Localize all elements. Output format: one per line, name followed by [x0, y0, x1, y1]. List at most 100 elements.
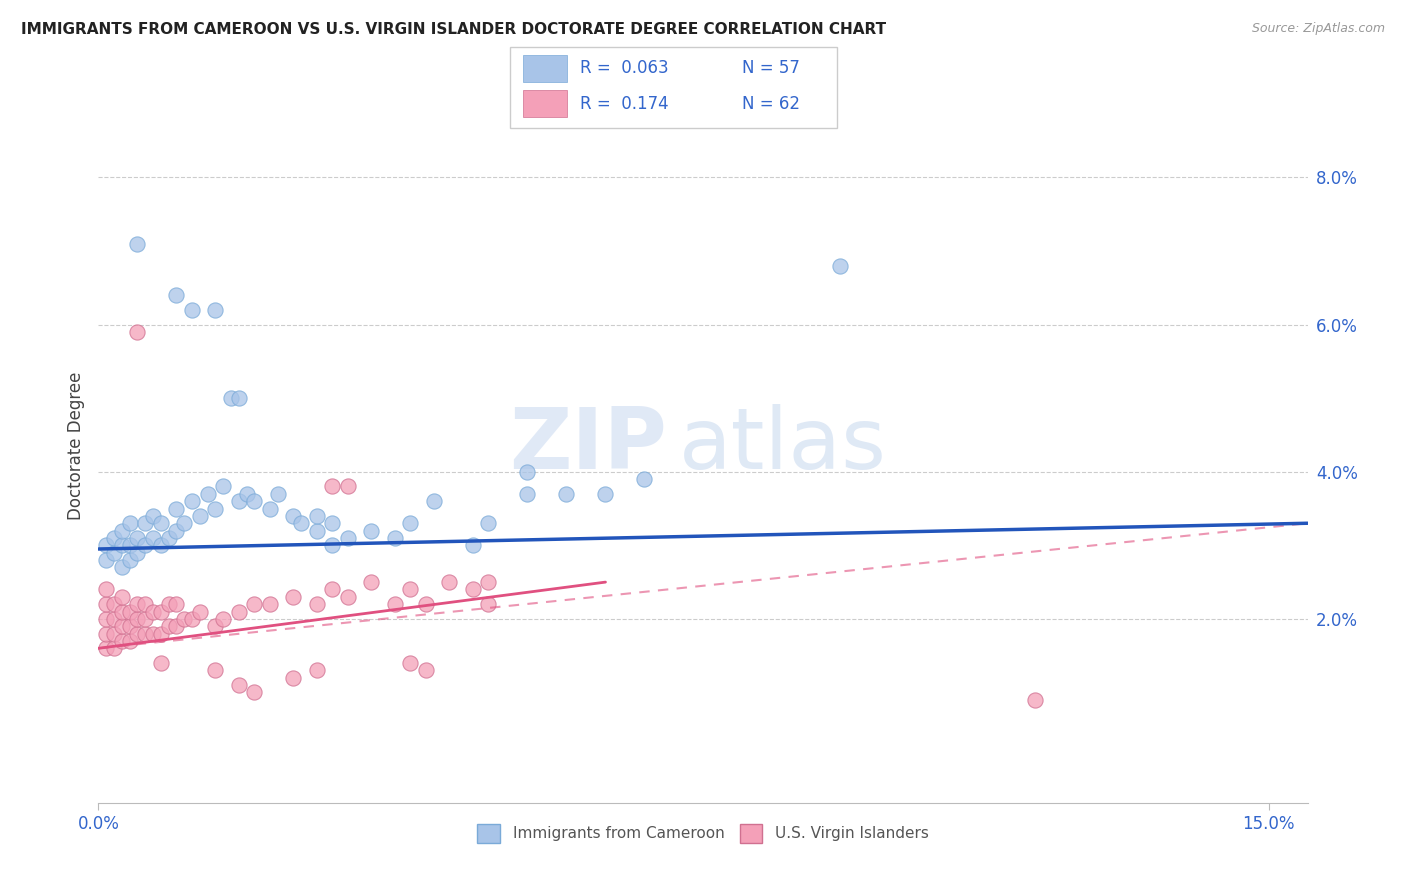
Point: [228, 605, 250, 619]
Point: [142, 605, 165, 619]
Text: ZIP: ZIP: [509, 404, 666, 488]
Point: [384, 531, 406, 545]
Point: [283, 590, 305, 604]
Point: [212, 479, 235, 493]
Point: [103, 531, 125, 545]
Point: [118, 605, 141, 619]
Point: [181, 494, 204, 508]
Point: [111, 524, 134, 538]
Point: [477, 597, 499, 611]
Point: [118, 619, 141, 633]
Point: [118, 538, 141, 552]
Point: [142, 508, 165, 523]
Point: [360, 524, 382, 538]
Point: [516, 487, 538, 501]
Text: N = 57: N = 57: [742, 60, 800, 78]
Point: [516, 465, 538, 479]
Point: [321, 538, 343, 552]
Point: [399, 656, 422, 670]
Point: [477, 516, 499, 531]
Point: [595, 487, 617, 501]
Point: [477, 575, 499, 590]
Point: [321, 582, 343, 597]
Point: [283, 508, 305, 523]
Point: [165, 524, 187, 538]
Point: [461, 538, 484, 552]
Point: [399, 582, 422, 597]
FancyBboxPatch shape: [509, 47, 837, 128]
Point: [118, 516, 141, 531]
Point: [181, 302, 204, 317]
Text: IMMIGRANTS FROM CAMEROON VS U.S. VIRGIN ISLANDER DOCTORATE DEGREE CORRELATION CH: IMMIGRANTS FROM CAMEROON VS U.S. VIRGIN …: [21, 22, 886, 37]
Point: [103, 612, 125, 626]
Y-axis label: Doctorate Degree: Doctorate Degree: [66, 372, 84, 520]
Point: [212, 612, 235, 626]
Point: [111, 634, 134, 648]
Point: [290, 516, 312, 531]
Point: [173, 516, 195, 531]
Point: [134, 626, 156, 640]
Point: [337, 479, 360, 493]
Point: [243, 494, 266, 508]
Legend: Immigrants from Cameroon, U.S. Virgin Islanders: Immigrants from Cameroon, U.S. Virgin Is…: [471, 818, 935, 848]
Point: [96, 612, 118, 626]
Point: [165, 501, 187, 516]
Point: [149, 538, 172, 552]
Point: [127, 612, 149, 626]
Point: [96, 626, 118, 640]
Point: [305, 664, 328, 678]
Point: [197, 487, 219, 501]
Point: [305, 508, 328, 523]
Point: [415, 597, 437, 611]
Point: [142, 626, 165, 640]
Point: [96, 597, 118, 611]
Text: atlas: atlas: [679, 404, 887, 488]
Point: [127, 236, 149, 251]
Point: [188, 508, 211, 523]
Point: [204, 501, 226, 516]
Point: [243, 685, 266, 699]
Point: [111, 590, 134, 604]
Point: [188, 605, 211, 619]
Point: [204, 619, 226, 633]
Point: [127, 546, 149, 560]
Point: [134, 597, 156, 611]
Point: [149, 516, 172, 531]
Point: [165, 597, 187, 611]
Text: R =  0.174: R = 0.174: [581, 95, 669, 113]
Point: [384, 597, 406, 611]
Text: Source: ZipAtlas.com: Source: ZipAtlas.com: [1251, 22, 1385, 36]
Point: [142, 531, 165, 545]
Point: [439, 575, 461, 590]
Text: R =  0.063: R = 0.063: [581, 60, 669, 78]
Point: [111, 619, 134, 633]
Point: [461, 582, 484, 597]
Point: [283, 671, 305, 685]
Point: [204, 302, 226, 317]
Text: N = 62: N = 62: [742, 95, 800, 113]
Point: [267, 487, 290, 501]
Point: [337, 590, 360, 604]
Point: [127, 626, 149, 640]
Point: [360, 575, 382, 590]
Point: [228, 391, 250, 405]
Point: [204, 664, 226, 678]
Point: [134, 612, 156, 626]
Point: [321, 516, 343, 531]
Point: [127, 531, 149, 545]
Bar: [523, 54, 567, 82]
Point: [305, 597, 328, 611]
Point: [127, 597, 149, 611]
Point: [243, 597, 266, 611]
Point: [134, 516, 156, 531]
Point: [415, 664, 437, 678]
Point: [181, 612, 204, 626]
Point: [423, 494, 446, 508]
Point: [828, 259, 851, 273]
Point: [111, 538, 134, 552]
Point: [259, 501, 281, 516]
Point: [157, 531, 180, 545]
Point: [305, 524, 328, 538]
Point: [633, 472, 655, 486]
Point: [235, 487, 257, 501]
